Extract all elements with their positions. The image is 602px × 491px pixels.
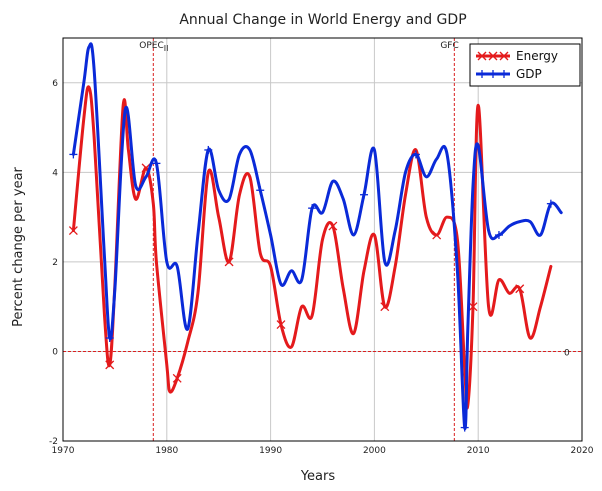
marker-stroke bbox=[224, 257, 234, 267]
data-point-gdp bbox=[308, 204, 317, 213]
marker-stroke bbox=[380, 302, 390, 312]
marker-stroke bbox=[68, 226, 78, 236]
reference-label-zero: 0 bbox=[564, 348, 570, 358]
reference-label-opec: OPECII bbox=[139, 41, 168, 53]
data-point-energy bbox=[105, 360, 115, 370]
data-point-energy bbox=[515, 284, 525, 294]
legend-marker-gdp bbox=[500, 70, 508, 78]
legend-marker-energy bbox=[499, 51, 509, 61]
y-tick-label: 2 bbox=[52, 258, 58, 268]
marker-stroke bbox=[328, 221, 338, 231]
chart-title: Annual Change in World Energy and GDP bbox=[179, 12, 466, 28]
reference-label-gfc: GFC bbox=[440, 41, 458, 51]
data-point-energy bbox=[432, 230, 442, 240]
data-point-energy bbox=[68, 226, 78, 236]
data-point-energy bbox=[328, 221, 338, 231]
data-point-gdp bbox=[411, 150, 420, 159]
data-point-gdp bbox=[460, 423, 469, 432]
marker-stroke bbox=[141, 163, 151, 173]
series-line-energy bbox=[71, 85, 553, 410]
x-tick-label: 2000 bbox=[363, 446, 386, 456]
data-point-gdp bbox=[360, 190, 369, 199]
x-tick-label: 1990 bbox=[259, 446, 282, 456]
series-line-gdp bbox=[71, 42, 563, 430]
data-point-gdp bbox=[152, 159, 161, 168]
data-point-gdp bbox=[105, 334, 114, 343]
legend-box bbox=[469, 43, 581, 87]
marker-stroke bbox=[477, 51, 487, 61]
x-tick-label: 2020 bbox=[571, 446, 594, 456]
plot-frame bbox=[62, 37, 583, 442]
marker-stroke bbox=[432, 230, 442, 240]
marker-stroke bbox=[468, 302, 478, 312]
data-point-gdp bbox=[256, 186, 265, 195]
marker-stroke bbox=[276, 320, 286, 330]
x-tick-label: 1980 bbox=[155, 446, 178, 456]
data-point-gdp bbox=[546, 199, 555, 208]
data-point-gdp bbox=[494, 231, 503, 240]
y-tick-label: 6 bbox=[52, 79, 58, 89]
data-point-gdp bbox=[69, 150, 78, 159]
marker-stroke bbox=[515, 284, 525, 294]
marker-stroke bbox=[105, 360, 115, 370]
series bbox=[68, 42, 563, 432]
x-tick-label: 2010 bbox=[467, 446, 490, 456]
marker-stroke bbox=[488, 51, 498, 61]
y-axis-title: Percent change per year bbox=[11, 166, 26, 326]
legend-marker-gdp bbox=[478, 70, 486, 78]
y-tick-label: 4 bbox=[52, 168, 58, 178]
x-tick-label: 1970 bbox=[52, 446, 75, 456]
legend-marker-energy bbox=[488, 51, 498, 61]
legend-marker-gdp bbox=[489, 70, 497, 78]
axis-ticks: 1970 1980 1990 2000 2010 2020 -2 0 2 4 6 bbox=[49, 79, 594, 456]
marker-stroke bbox=[499, 51, 509, 61]
data-point-gdp bbox=[204, 145, 213, 154]
data-point-energy bbox=[276, 320, 286, 330]
data-point-energy bbox=[224, 257, 234, 267]
y-tick-label: 0 bbox=[52, 347, 58, 357]
data-point-energy bbox=[380, 302, 390, 312]
legend-label-energy: Energy bbox=[516, 49, 558, 63]
legend-marker-energy bbox=[477, 51, 487, 61]
legend: Energy GDP bbox=[469, 43, 581, 87]
legend-label-gdp: GDP bbox=[516, 67, 542, 81]
data-point-energy bbox=[172, 373, 182, 383]
marker-stroke bbox=[172, 373, 182, 383]
x-axis-title: Years bbox=[300, 469, 336, 484]
y-tick-label: -2 bbox=[49, 437, 58, 447]
data-point-energy bbox=[468, 302, 478, 312]
